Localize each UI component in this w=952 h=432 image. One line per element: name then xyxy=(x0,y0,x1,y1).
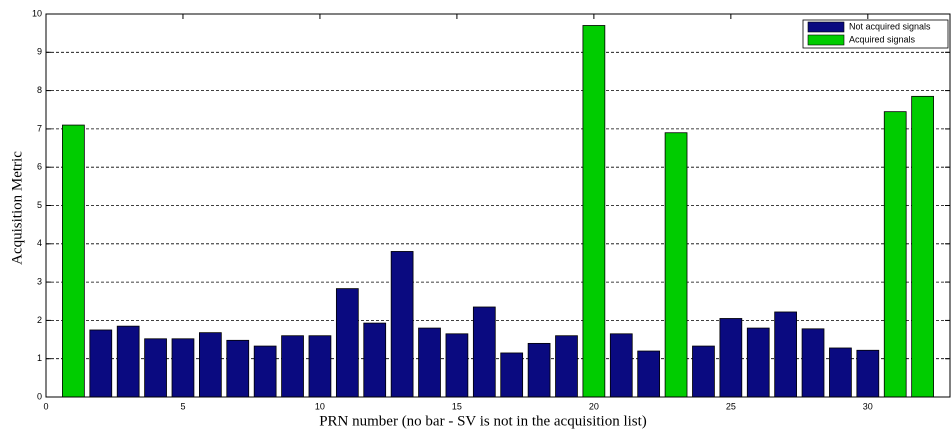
bar xyxy=(281,335,304,398)
bar xyxy=(418,327,441,398)
bar xyxy=(445,333,469,398)
bar xyxy=(856,349,880,398)
bar xyxy=(883,111,907,398)
bar xyxy=(253,345,277,398)
bar xyxy=(116,325,140,398)
bar xyxy=(911,95,934,398)
y-tick-label: 4 xyxy=(37,238,42,248)
bar xyxy=(171,338,195,398)
bar xyxy=(199,332,222,398)
bar xyxy=(363,322,387,398)
bar xyxy=(500,352,524,398)
legend-label: Not acquired signals xyxy=(849,21,931,31)
x-tick-label: 0 xyxy=(43,401,48,411)
y-tick-label: 5 xyxy=(37,200,42,210)
bar xyxy=(472,306,496,398)
bar xyxy=(335,288,359,398)
y-tick-label: 3 xyxy=(37,276,42,286)
x-tick-label: 30 xyxy=(863,401,873,411)
bar xyxy=(308,335,332,398)
bar xyxy=(555,335,578,398)
legend-label: Acquired signals xyxy=(849,34,916,44)
bar xyxy=(609,333,633,398)
bar xyxy=(62,124,85,398)
bar xyxy=(582,25,606,398)
bar xyxy=(664,132,688,398)
x-tick-label: 5 xyxy=(180,401,185,411)
plot-frame xyxy=(45,13,951,398)
bar xyxy=(89,329,113,398)
y-tick-label: 6 xyxy=(37,162,42,172)
x-tick-label: 10 xyxy=(315,401,325,411)
bar xyxy=(527,342,551,398)
x-tick-label: 15 xyxy=(452,401,462,411)
x-axis-label: PRN number (no bar - SV is not in the ac… xyxy=(319,413,647,429)
x-tick-label: 25 xyxy=(726,401,736,411)
bar xyxy=(829,347,852,398)
y-tick-label: 10 xyxy=(32,8,42,18)
legend-swatch xyxy=(807,34,845,46)
bar xyxy=(144,338,167,398)
y-tick-label: 2 xyxy=(37,315,42,325)
y-tick-label: 0 xyxy=(37,391,42,401)
bar xyxy=(692,345,715,398)
y-axis-label: Acquisition Metric xyxy=(9,151,25,265)
legend-swatch xyxy=(807,21,845,33)
bar xyxy=(774,311,797,398)
y-tick-label: 1 xyxy=(37,353,42,363)
bar xyxy=(746,327,770,398)
bar xyxy=(801,328,825,398)
y-tick-label: 8 xyxy=(37,85,42,95)
y-tick-label: 7 xyxy=(37,123,42,133)
bar xyxy=(637,350,661,398)
y-tick-label: 9 xyxy=(37,47,42,57)
bar xyxy=(226,339,250,398)
x-tick-label: 20 xyxy=(589,401,599,411)
bar xyxy=(390,251,414,398)
bar xyxy=(719,318,743,398)
